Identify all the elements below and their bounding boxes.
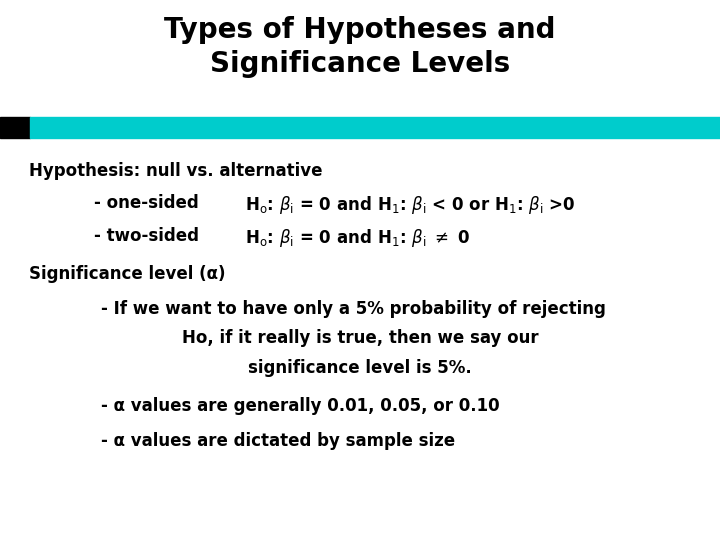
Text: - If we want to have only a 5% probability of rejecting: - If we want to have only a 5% probabili… — [101, 300, 606, 318]
Text: Types of Hypotheses and
Significance Levels: Types of Hypotheses and Significance Lev… — [164, 16, 556, 78]
Text: - two-sided: - two-sided — [94, 227, 199, 245]
Text: significance level is 5%.: significance level is 5%. — [248, 359, 472, 377]
Text: H$_\mathrm{o}$: $\beta_\mathrm{i}$ = 0 and H$_\mathrm{1}$: $\beta_\mathrm{i}$ $\: H$_\mathrm{o}$: $\beta_\mathrm{i}$ = 0 a… — [245, 227, 470, 249]
Text: H$_\mathrm{o}$: $\beta_\mathrm{i}$ = 0 and H$_\mathrm{1}$: $\beta_\mathrm{i}$ < : H$_\mathrm{o}$: $\beta_\mathrm{i}$ = 0 a… — [245, 194, 575, 217]
Bar — [30, 117, 720, 138]
Text: - α values are generally 0.01, 0.05, or 0.10: - α values are generally 0.01, 0.05, or … — [101, 397, 500, 415]
Bar — [0, 117, 30, 138]
Text: - one-sided: - one-sided — [94, 194, 198, 212]
Text: Significance level (α): Significance level (α) — [29, 265, 225, 282]
Text: - α values are dictated by sample size: - α values are dictated by sample size — [101, 432, 455, 450]
Text: Hypothesis: null vs. alternative: Hypothesis: null vs. alternative — [29, 162, 323, 180]
Text: Ho, if it really is true, then we say our: Ho, if it really is true, then we say ou… — [181, 329, 539, 347]
